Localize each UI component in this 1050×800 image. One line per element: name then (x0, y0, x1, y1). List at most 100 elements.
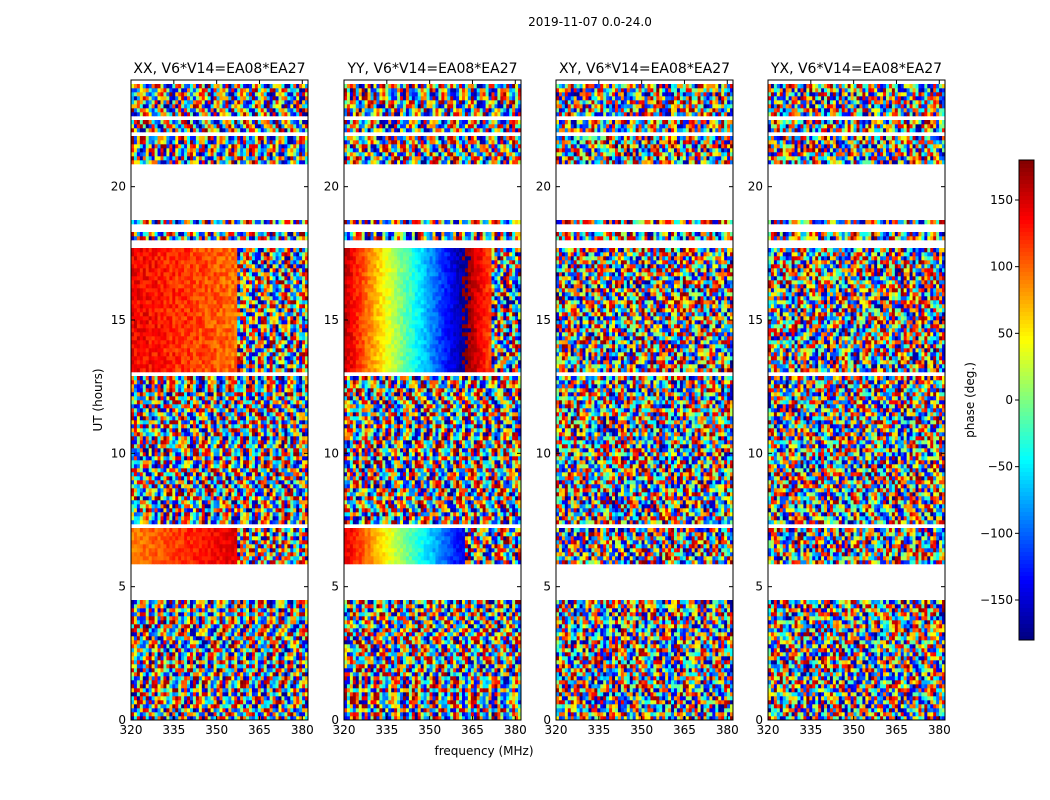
colorbar-segment (1019, 460, 1034, 464)
y-tick-label: 0 (118, 713, 126, 727)
heatmap-cells (768, 84, 945, 720)
colorbar-segment (1019, 320, 1034, 324)
colorbar-segment (1019, 568, 1034, 572)
colorbar-segment (1019, 444, 1034, 448)
y-axis-label: UT (hours) (91, 368, 105, 431)
heatmap-cells (344, 84, 521, 720)
colorbar-segment (1019, 192, 1034, 196)
y-tick-label: 0 (331, 713, 339, 727)
y-tick-label: 20 (748, 180, 763, 194)
colorbar-segment (1019, 504, 1034, 508)
colorbar-segment (1019, 572, 1034, 576)
colorbar-segment (1019, 552, 1034, 556)
colorbar-segment (1019, 496, 1034, 500)
colorbar-segment (1019, 556, 1034, 560)
colorbar-segment (1019, 436, 1034, 440)
colorbar-segment (1019, 372, 1034, 376)
y-tick-label: 20 (324, 180, 339, 194)
colorbar-tick-label: 0 (1005, 393, 1013, 407)
colorbar-segment (1019, 472, 1034, 476)
x-tick-label: 350 (418, 723, 441, 737)
colorbar-segment (1019, 284, 1034, 288)
y-tick-label: 15 (324, 313, 339, 327)
colorbar-segment (1019, 596, 1034, 600)
colorbar-segment (1019, 296, 1034, 300)
colorbar-segment (1019, 256, 1034, 260)
colorbar-segment (1019, 520, 1034, 524)
colorbar-segment (1019, 404, 1034, 408)
x-tick-label: 380 (928, 723, 951, 737)
colorbar-segment (1019, 408, 1034, 412)
colorbar-tick-label: −150 (980, 593, 1013, 607)
colorbar-segment (1019, 328, 1034, 332)
colorbar-segment (1019, 312, 1034, 316)
colorbar-segment (1019, 624, 1034, 628)
colorbar-segment (1019, 232, 1034, 236)
colorbar-segment (1019, 264, 1034, 268)
y-tick-label: 5 (331, 580, 339, 594)
colorbar-segment (1019, 172, 1034, 176)
colorbar-segment (1019, 612, 1034, 616)
colorbar-segment (1019, 440, 1034, 444)
colorbar-segment (1019, 432, 1034, 436)
y-tick-label: 0 (543, 713, 551, 727)
x-tick-label: 380 (291, 723, 314, 737)
colorbar-segment (1019, 600, 1034, 604)
colorbar-segment (1019, 396, 1034, 400)
colorbar-segment (1019, 376, 1034, 380)
colorbar-segment (1019, 512, 1034, 516)
colorbar-segment (1019, 580, 1034, 584)
colorbar-segment (1019, 220, 1034, 224)
colorbar-segment (1019, 236, 1034, 240)
colorbar-segment (1019, 212, 1034, 216)
colorbar-segment (1019, 340, 1034, 344)
colorbar-segment (1019, 368, 1034, 372)
colorbar-segment (1019, 400, 1034, 404)
y-tick-label: 10 (536, 446, 551, 460)
colorbar-segment (1019, 272, 1034, 276)
colorbar-segment (1019, 228, 1034, 232)
y-tick-label: 5 (755, 580, 763, 594)
colorbar-segment (1019, 364, 1034, 368)
colorbar-segment (1019, 560, 1034, 564)
colorbar-segment (1019, 360, 1034, 364)
x-axis-label: frequency (MHz) (434, 744, 533, 758)
colorbar-segment (1019, 416, 1034, 420)
x-tick-label: 335 (162, 723, 185, 737)
colorbar-segment (1019, 348, 1034, 352)
colorbar-segment (1019, 288, 1034, 292)
colorbar-segment (1019, 184, 1034, 188)
colorbar-segment (1019, 412, 1034, 416)
y-tick-label: 15 (111, 313, 126, 327)
colorbar-segment (1019, 464, 1034, 468)
colorbar-segment (1019, 248, 1034, 252)
x-tick-label: 365 (248, 723, 271, 737)
colorbar-segment (1019, 620, 1034, 624)
colorbar-segment (1019, 420, 1034, 424)
colorbar-segment (1019, 608, 1034, 612)
colorbar-segment (1019, 244, 1034, 248)
colorbar-segment (1019, 324, 1034, 328)
colorbar-segment (1019, 564, 1034, 568)
colorbar-segment (1019, 388, 1034, 392)
colorbar-segment (1019, 508, 1034, 512)
colorbar-tick-label: 100 (990, 260, 1013, 274)
colorbar-tick-label: −100 (980, 526, 1013, 540)
x-tick-label: 350 (842, 723, 865, 737)
heatmap-cells (556, 84, 733, 720)
colorbar-segment (1019, 456, 1034, 460)
colorbar-segment (1019, 352, 1034, 356)
colorbar-segment (1019, 300, 1034, 304)
colorbar-segment (1019, 252, 1034, 256)
colorbar-segment (1019, 424, 1034, 428)
colorbar-segment (1019, 336, 1034, 340)
colorbar-segment (1019, 516, 1034, 520)
colorbar-segment (1019, 180, 1034, 184)
y-tick-label: 20 (111, 180, 126, 194)
colorbar-segment (1019, 628, 1034, 632)
colorbar-segment (1019, 164, 1034, 168)
colorbar-segment (1019, 604, 1034, 608)
panel-title: XY, V6*V14=EA08*EA27 (559, 61, 730, 77)
